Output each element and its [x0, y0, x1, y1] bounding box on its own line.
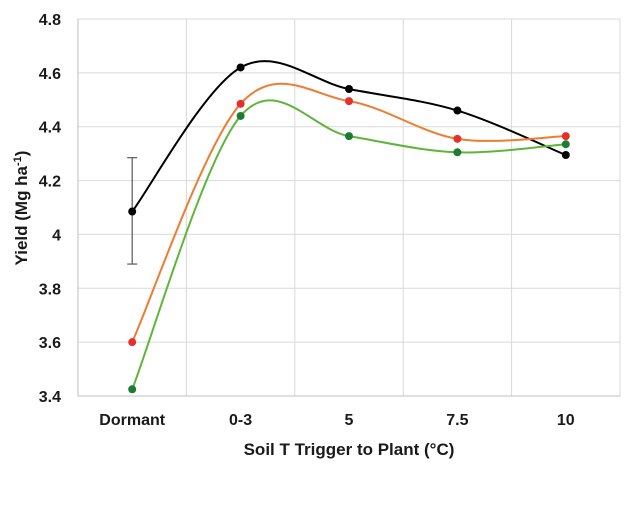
series-lines — [131, 60, 567, 390]
y-tick-label: 3.4 — [39, 389, 61, 406]
series-2-point — [345, 97, 353, 106]
series-2-point — [453, 134, 462, 143]
series-points — [128, 63, 570, 394]
x-tick-label: Dormant — [99, 412, 165, 429]
series-1-point — [128, 207, 137, 216]
series-3-point — [345, 132, 353, 141]
series-line-2 — [131, 82, 566, 343]
y-axis-title-close: ) — [12, 151, 31, 157]
series-line-1 — [131, 60, 567, 213]
x-tick-label: 7.5 — [446, 412, 468, 429]
series-line-3 — [131, 99, 566, 390]
tick-labels: 3.4 3.6 3.8 4 4.2 4.4 4.6 4.8 Dormant 0-3 5 7.5 10 — [39, 12, 575, 429]
x-axis-title: Soil T Trigger to Plant (°C) — [244, 440, 455, 459]
series-2-point — [561, 132, 570, 141]
y-tick-label: 4.8 — [39, 12, 61, 29]
y-tick-label: 3.6 — [39, 335, 61, 352]
y-axis-title-main: Yield (Mg ha — [12, 165, 31, 265]
x-tick-label: 10 — [557, 412, 575, 429]
series-1-point — [561, 150, 570, 159]
y-tick-label: 3.8 — [39, 281, 61, 298]
series-1-point — [453, 106, 462, 115]
axes — [77, 19, 620, 397]
y-tick-label: 4 — [52, 227, 61, 244]
series-3-point — [236, 111, 245, 120]
series-3-point — [128, 385, 137, 394]
y-tick-label: 4.6 — [39, 66, 61, 83]
series-1-point — [345, 85, 353, 94]
y-tick-label: 4.4 — [39, 120, 61, 137]
x-tick-label: 0-3 — [229, 412, 252, 429]
y-tick-label: 4.2 — [39, 174, 61, 191]
y-axis-title-superscript: -1 — [12, 156, 24, 166]
series-1-point — [236, 63, 245, 72]
x-tick-label: 5 — [345, 412, 354, 429]
series-3-point — [453, 148, 462, 157]
y-axis-title: Yield (Mg ha-1) — [12, 151, 31, 266]
series-2-point — [128, 338, 137, 347]
series-3-point — [561, 140, 570, 149]
series-2-point — [236, 99, 245, 108]
gridlines — [78, 18, 621, 396]
